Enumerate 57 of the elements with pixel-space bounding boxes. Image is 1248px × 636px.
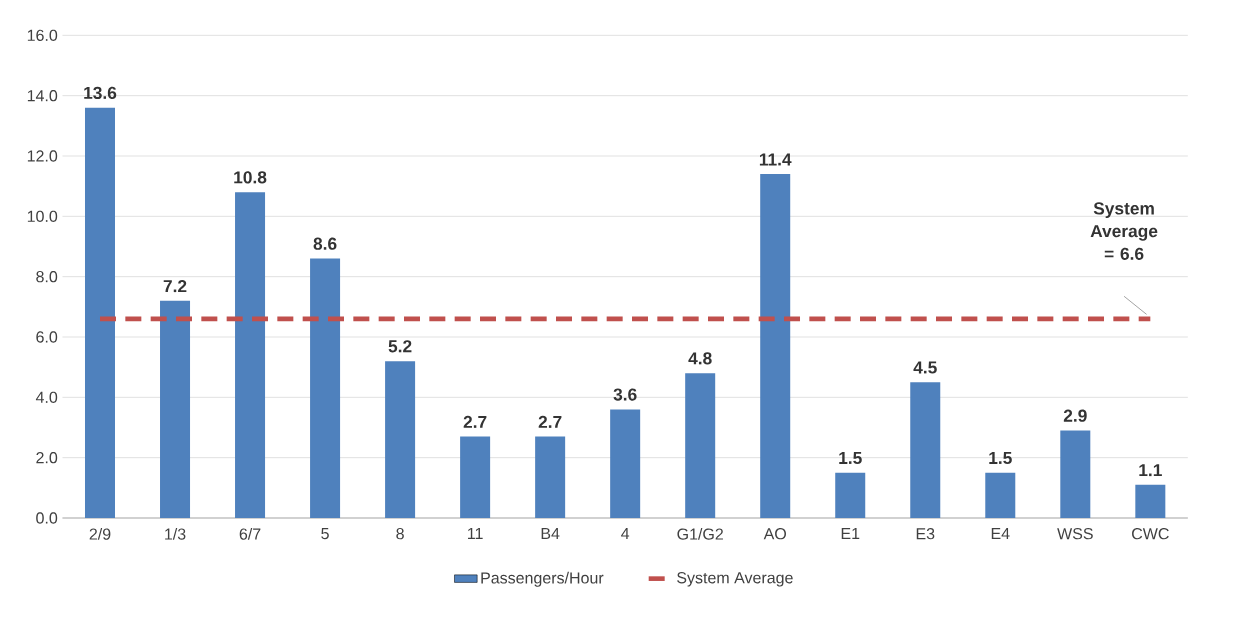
data-label: 11.4 [759,153,792,166]
data-label: 8.6 [313,237,337,250]
x-tick-label: B4 [541,528,560,540]
x-tick-label: 1/3 [165,528,186,540]
y-tick-label: 12.0 [27,150,58,162]
legend-label: Passengers/Hour [481,571,604,587]
y-tick-label: 14.0 [27,90,58,102]
data-label: 1.1 [1139,464,1162,477]
bar [84,107,116,518]
data-label: 3.6 [613,388,637,401]
x-tick-label: WSS [1057,528,1093,540]
data-label: 2.9 [1063,409,1087,422]
bar [1135,484,1166,518]
data-label: 2.7 [463,415,487,428]
x-tick-label: E1 [841,528,860,540]
bar [160,300,191,518]
bar [610,409,641,518]
x-tick-label: 6/7 [239,528,261,540]
bar [985,472,1016,518]
data-label: 4.5 [913,361,937,374]
x-tick-label: CWC [1132,528,1169,540]
x-tick-label: AO [763,528,787,540]
x-tick-label: 8 [396,528,404,540]
x-tick-label: E3 [916,528,935,540]
bar [235,192,266,518]
data-label: 5.2 [388,340,412,353]
y-tick-label: 16.0 [27,29,58,41]
y-tick-label: 4.0 [35,391,58,404]
bar [310,258,341,518]
x-tick-label: G1/G2 [677,528,723,540]
legend-label: System Average [677,572,793,587]
data-label: 13.6 [84,86,117,100]
bar [760,174,791,518]
data-label: 1.5 [839,451,862,465]
y-tick-label: 2.0 [36,452,58,464]
x-tick-label: 11 [468,528,483,540]
bar [835,472,866,518]
y-tick-label: 6.0 [36,331,58,343]
bar [1060,430,1091,518]
y-tick-label: 10.0 [27,210,58,222]
data-label: 1.5 [989,451,1012,465]
data-label: 7.2 [163,280,187,293]
data-label: 10.8 [234,171,267,184]
y-tick-label: 8.0 [36,271,58,283]
data-label: 4.8 [688,352,712,365]
x-tick-label: 2/9 [89,528,111,540]
y-tick-label: 0.0 [36,512,58,524]
bar [460,436,491,518]
bar [910,382,941,518]
data-label: 2.7 [538,415,562,428]
bar [385,361,416,518]
bar [685,373,716,518]
bar [535,436,566,518]
x-tick-label: E4 [991,528,1010,540]
x-tick-label: 4 [621,528,630,540]
annotation: System Average = 6.6 [1090,202,1158,260]
x-tick-label: 5 [321,528,329,540]
